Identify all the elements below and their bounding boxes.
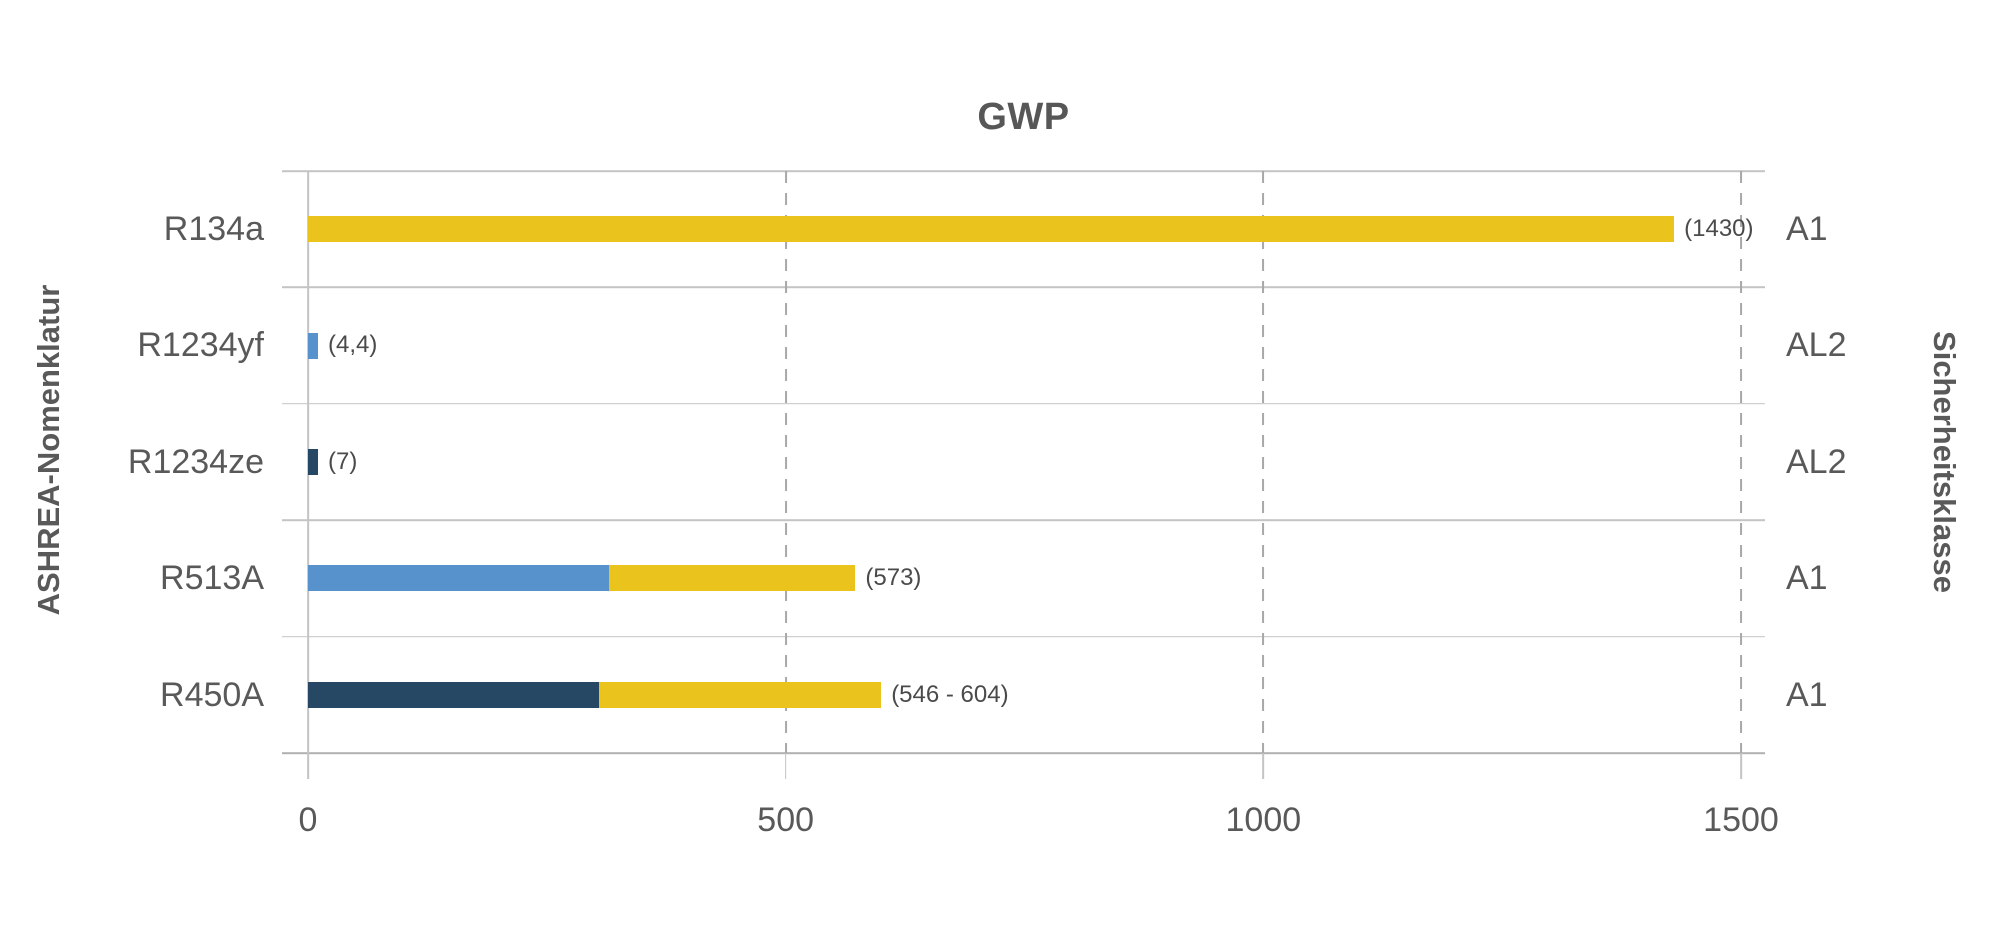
- safety-class-label: AL2: [1786, 442, 1847, 481]
- row-gridline: [282, 519, 1765, 521]
- x-axis-line: [282, 752, 1765, 754]
- bar-segment-yellow: [308, 216, 1675, 243]
- plot-top-border: [282, 170, 1765, 172]
- x-tick-label: 0: [298, 801, 318, 839]
- row-gridline: [282, 402, 1765, 405]
- bar-segment-dark_blue: [308, 449, 318, 475]
- plot-area: 0 500 1000 1500 (1430) (4,4) (7) (573) (546 - 60…: [282, 170, 1779, 839]
- bar-R1234ze: [308, 449, 318, 475]
- safety-class-label: A1: [1786, 559, 1828, 598]
- bar-R134a: [308, 216, 1675, 243]
- safety-class-label: A1: [1786, 675, 1828, 714]
- bar-segment-light_blue: [308, 332, 318, 359]
- value-label: (7): [328, 447, 358, 475]
- category-label: R1234ze: [127, 442, 264, 481]
- chart-title: GWP: [977, 96, 1070, 138]
- zero-baseline: [307, 171, 309, 779]
- value-label: (1430): [1684, 215, 1754, 242]
- x-tick-label: 1500: [1703, 801, 1779, 839]
- row-gridline: [282, 635, 1765, 638]
- safety-class-label: AL2: [1786, 326, 1847, 365]
- vertical-gridline: [784, 171, 787, 753]
- category-label: R134a: [163, 210, 264, 248]
- row-gridline: [282, 286, 1765, 289]
- value-label: (4,4): [328, 331, 378, 359]
- axis-tick: [1740, 753, 1742, 779]
- bar-segment-yellow: [599, 681, 882, 708]
- category-label: R513A: [160, 559, 264, 598]
- bar-segment-dark_blue: [308, 681, 600, 708]
- bar-R450A: [308, 681, 882, 708]
- bar-R1234yf: [308, 332, 318, 359]
- vertical-gridline: [1262, 171, 1265, 753]
- axis-tick: [1262, 753, 1265, 779]
- category-label: R450A: [160, 675, 264, 714]
- safety-class-label: A1: [1786, 210, 1828, 248]
- axis-tick: [784, 753, 787, 779]
- y-axis-right-title: Sicherheitsklasse: [1927, 331, 1962, 593]
- x-tick-label: 500: [757, 801, 815, 839]
- vertical-gridline: [1740, 171, 1742, 753]
- bar-R513A: [308, 565, 856, 592]
- value-label: (546 - 604): [891, 680, 1009, 708]
- x-tick-label: 1000: [1225, 801, 1302, 839]
- bar-segment-light_blue: [308, 565, 609, 592]
- value-label: (573): [865, 564, 922, 592]
- bar-segment-yellow: [608, 565, 856, 592]
- category-label: R1234yf: [137, 326, 264, 365]
